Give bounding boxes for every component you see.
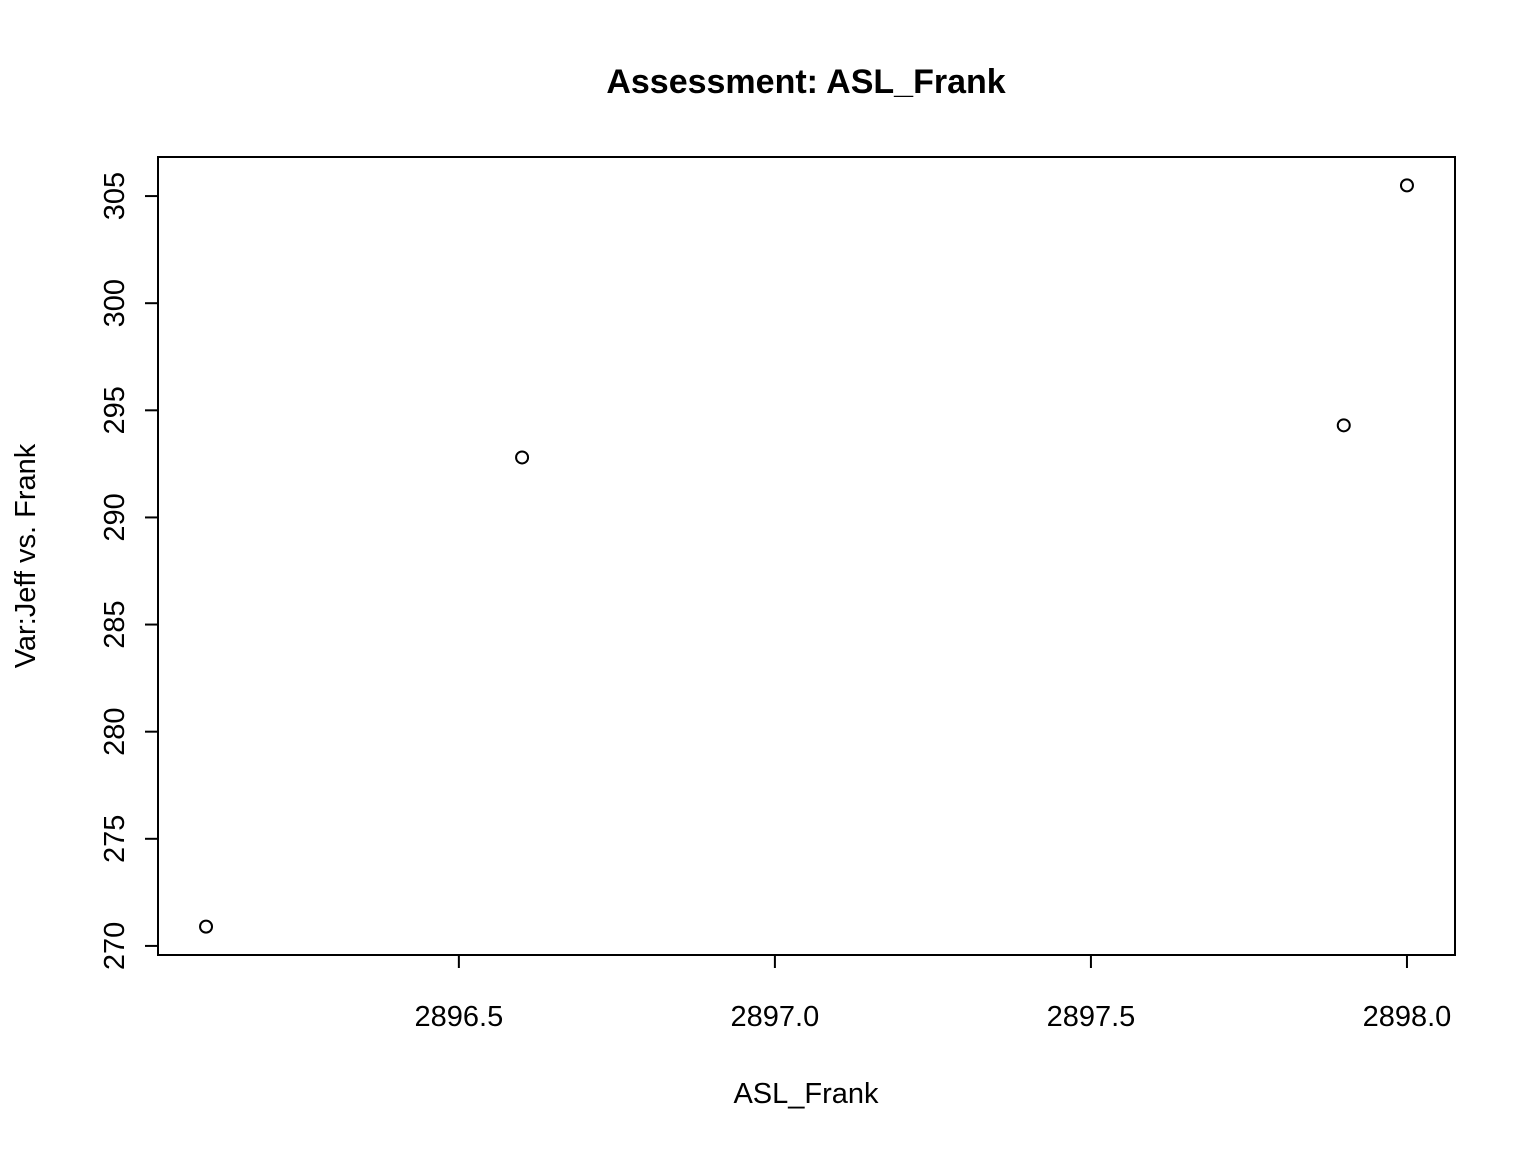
x-tick-label: 2897.0 — [731, 1001, 820, 1033]
data-points — [199, 178, 1414, 934]
y-tick-label: 295 — [99, 386, 131, 434]
data-point — [515, 450, 530, 465]
y-tick-label: 300 — [99, 279, 131, 327]
x-tick-label: 2897.5 — [1047, 1001, 1136, 1033]
chart-title: Assessment: ASL_Frank — [606, 63, 1005, 101]
y-tick-label: 290 — [99, 493, 131, 541]
data-point — [199, 919, 214, 934]
data-point — [1399, 178, 1414, 193]
y-tick-label: 275 — [99, 815, 131, 863]
plot-box — [157, 156, 1456, 956]
x-axis: 2896.5 2897.0 2897.5 2898.0 — [415, 954, 1452, 1033]
y-tick-label: 285 — [99, 600, 131, 648]
y-axis-label: Var:Jeff vs. Frank — [10, 443, 42, 668]
data-point — [1336, 418, 1351, 433]
y-axis: 270 275 280 285 290 295 300 305 — [99, 172, 159, 970]
x-tick-label: 2896.5 — [415, 1001, 504, 1033]
y-tick-label: 270 — [99, 922, 131, 970]
x-tick-label: 2898.0 — [1363, 1001, 1452, 1033]
y-tick-label: 280 — [99, 707, 131, 755]
y-tick-label: 305 — [99, 172, 131, 220]
x-axis-label: ASL_Frank — [733, 1078, 879, 1110]
